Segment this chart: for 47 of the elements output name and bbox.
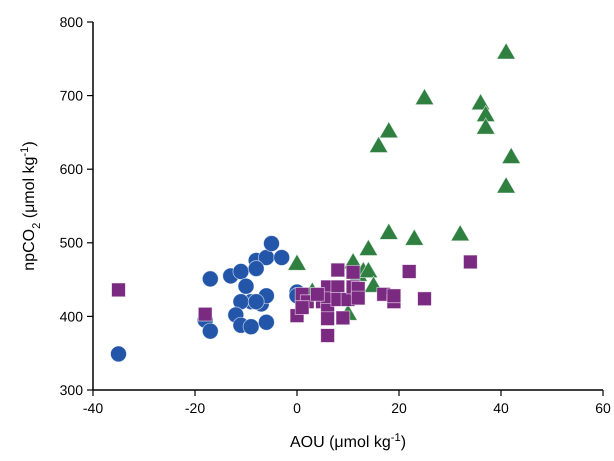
- point: [202, 322, 219, 340]
- x-tick-label: 40: [493, 400, 509, 416]
- point: [232, 263, 250, 280]
- point: [463, 254, 478, 270]
- point: [273, 249, 290, 266]
- point: [414, 88, 434, 106]
- point: [496, 42, 516, 60]
- point: [248, 293, 265, 310]
- point: [476, 105, 496, 122]
- point: [417, 291, 432, 306]
- x-tick-label: -40: [82, 400, 104, 416]
- point: [242, 318, 260, 336]
- point: [379, 121, 399, 138]
- point: [496, 176, 516, 194]
- point: [320, 311, 335, 326]
- point: [202, 270, 219, 288]
- point: [501, 147, 521, 164]
- y-tick-label: 300: [60, 382, 84, 398]
- point: [238, 278, 254, 295]
- point: [198, 306, 212, 322]
- point: [320, 328, 335, 343]
- x-tick-label: 60: [595, 400, 611, 416]
- x-tick-label: -20: [184, 400, 206, 416]
- point: [386, 288, 402, 304]
- y-tick-label: 500: [60, 234, 84, 251]
- x-tick-label: 20: [391, 400, 407, 416]
- point: [346, 264, 360, 280]
- point: [111, 282, 126, 298]
- y-tick-label: 700: [60, 88, 84, 104]
- point: [336, 310, 350, 326]
- point: [263, 235, 280, 252]
- point: [476, 118, 496, 134]
- point: [258, 314, 275, 331]
- point: [232, 293, 250, 310]
- x-tick-label: 0: [293, 400, 302, 416]
- point: [110, 346, 127, 362]
- point: [248, 260, 265, 277]
- point: [294, 300, 310, 315]
- x-axis-title: AOU (μmol kg$^{-1}$): [290, 432, 406, 451]
- y-tick-label: 400: [60, 308, 84, 324]
- point: [330, 262, 346, 278]
- point: [368, 136, 388, 153]
- y-tick-label: 800: [60, 14, 84, 30]
- point: [402, 264, 416, 279]
- point: [258, 249, 275, 266]
- point: [350, 290, 366, 306]
- y-tick-label: 600: [60, 161, 84, 178]
